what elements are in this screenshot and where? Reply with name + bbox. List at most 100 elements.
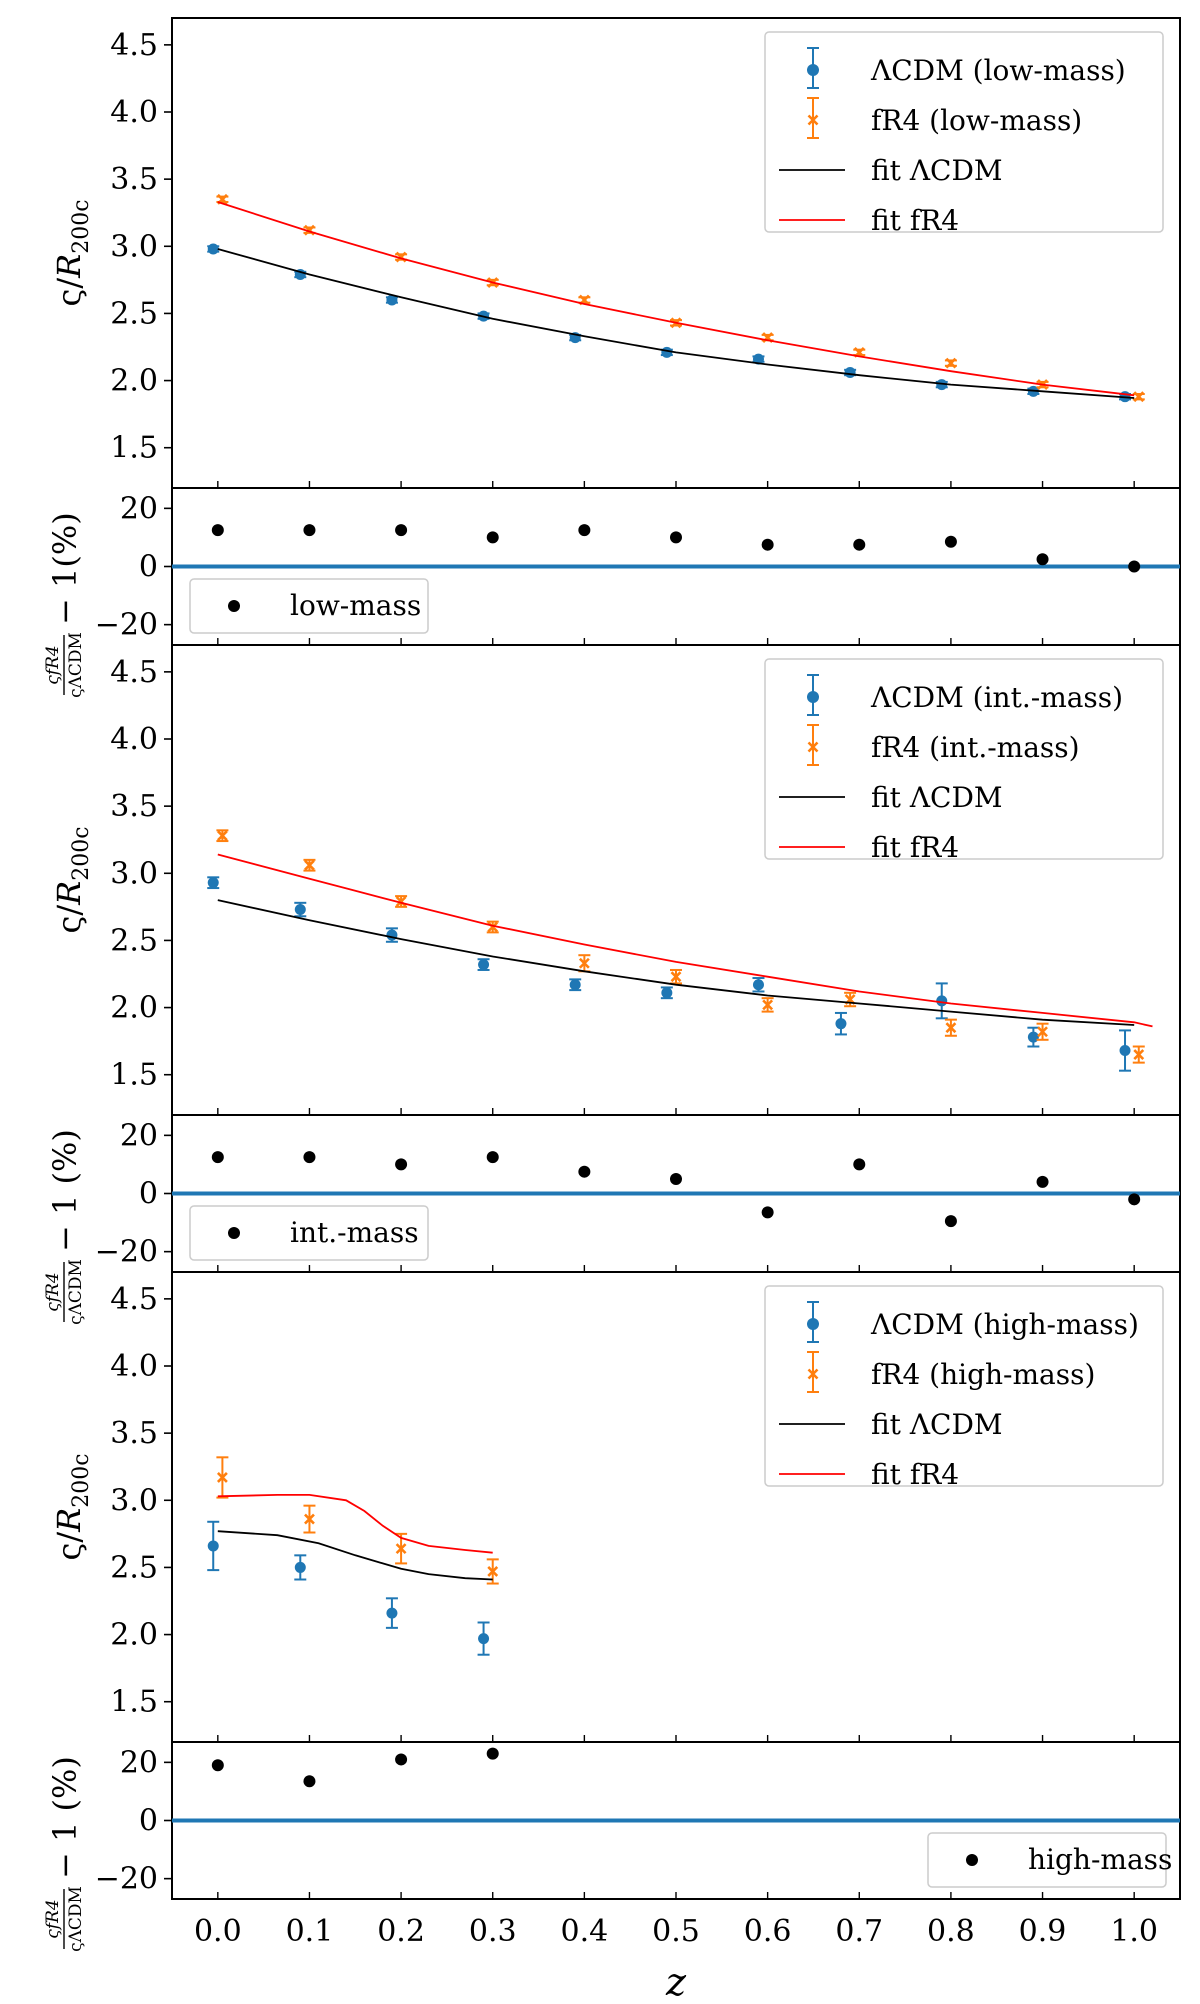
data-point bbox=[303, 1151, 316, 1164]
data-point bbox=[1133, 391, 1145, 403]
series-fit-cdm bbox=[217, 1530, 493, 1581]
legend-box bbox=[764, 31, 1164, 233]
y-tick-label: 0 bbox=[139, 550, 158, 585]
data-point bbox=[944, 1215, 957, 1228]
legend-box bbox=[189, 578, 429, 634]
data-point bbox=[844, 367, 856, 379]
y-axis-label: ς/R200c bbox=[50, 199, 94, 306]
legend-marker bbox=[966, 1854, 978, 1866]
y-tick-label: 3.5 bbox=[110, 789, 158, 824]
legend-label: fit ΛCDM bbox=[871, 1408, 1003, 1441]
data-point bbox=[752, 979, 764, 991]
data-point bbox=[294, 1561, 306, 1573]
fit-line bbox=[217, 201, 1135, 397]
x-tick-label: 0.2 bbox=[377, 1914, 425, 1949]
data-point bbox=[1037, 1026, 1048, 1038]
panel-main-int: 1.5 2.0 2.5 3.0 3.5 4.0 4.5 ΛCDM (int.-mass) fR4… bbox=[50, 644, 1181, 1116]
legend-marker bbox=[807, 691, 819, 703]
data-point bbox=[487, 1566, 499, 1577]
fit-line bbox=[217, 899, 1135, 1026]
series-fit-fr4 bbox=[217, 853, 1153, 1028]
data-point bbox=[486, 1151, 499, 1164]
data-point bbox=[304, 1513, 315, 1525]
x-tick-label: 0.3 bbox=[469, 1914, 517, 1949]
y-tick-label: −20 bbox=[95, 608, 158, 643]
x-tick-label: 0.5 bbox=[652, 1914, 700, 1949]
legend: int.-mass bbox=[189, 1205, 429, 1261]
legend-marker bbox=[228, 600, 240, 612]
legend-label: fit fR4 bbox=[871, 1458, 959, 1491]
data-point bbox=[395, 1158, 408, 1171]
legend-label: fit fR4 bbox=[871, 831, 959, 864]
y-tick-label: 4.5 bbox=[110, 1282, 158, 1317]
legend-label: low-mass bbox=[290, 589, 421, 622]
legend-marker bbox=[807, 114, 819, 126]
fit-line bbox=[217, 248, 1135, 399]
y-axis-label: ςfR4 ςΛCDM − 1 (%) bbox=[43, 1129, 86, 1325]
y-axis-label: ς/R200c bbox=[50, 826, 94, 933]
data-point bbox=[578, 524, 591, 537]
y-tick-label: 2.0 bbox=[110, 991, 158, 1026]
y-tick-label: 2.5 bbox=[110, 1550, 158, 1585]
legend: ΛCDM (high-mass) fR4 (high-mass) fit ΛCDM f… bbox=[764, 1285, 1164, 1491]
data-point bbox=[395, 896, 407, 907]
data-point bbox=[207, 877, 219, 889]
data-point bbox=[661, 987, 673, 999]
y-tick-label: 20 bbox=[120, 1745, 158, 1780]
x-tick-label: 0.6 bbox=[744, 1914, 792, 1949]
x-tick-label: 1.0 bbox=[1110, 1914, 1158, 1949]
y-tick-label: 4.5 bbox=[110, 655, 158, 690]
legend-marker bbox=[807, 741, 819, 753]
data-point bbox=[303, 524, 316, 537]
y-label-denominator: ςΛCDM bbox=[66, 1886, 86, 1952]
data-point bbox=[670, 531, 682, 544]
y-label-suffix: − 1(%) bbox=[46, 512, 84, 625]
data-point bbox=[945, 1022, 957, 1034]
data-point bbox=[835, 1018, 847, 1030]
y-tick-label: 1.5 bbox=[110, 431, 158, 466]
panel-main-low: 1.5 2.0 2.5 3.0 3.5 4.0 4.5 ΛCDM (low-mass) fR4 … bbox=[50, 17, 1181, 489]
series-int-mass bbox=[211, 1151, 1141, 1228]
legend-box bbox=[927, 1832, 1167, 1888]
fit-line bbox=[217, 853, 1153, 1028]
data-point bbox=[1119, 1045, 1131, 1057]
y-label-denominator: ςΛCDM bbox=[66, 632, 86, 698]
data-point bbox=[395, 1543, 407, 1555]
data-point bbox=[578, 957, 590, 969]
data-point bbox=[670, 971, 682, 983]
y-tick-label: 1.5 bbox=[110, 1685, 158, 1720]
data-point bbox=[303, 1775, 316, 1788]
legend-label: ΛCDM (low-mass) bbox=[870, 54, 1126, 87]
legend: high-mass bbox=[927, 1832, 1172, 1888]
y-tick-label: −20 bbox=[95, 1862, 158, 1897]
legend: low-mass bbox=[189, 578, 429, 634]
legend-label: fit fR4 bbox=[871, 204, 959, 237]
y-label-numerator: ςfR4 bbox=[43, 645, 63, 684]
y-tick-label: 3.0 bbox=[110, 1483, 158, 1518]
data-point bbox=[386, 294, 398, 306]
y-tick-label: 4.0 bbox=[110, 722, 158, 757]
y-tick-label: 0 bbox=[139, 1804, 158, 1839]
y-tick-label: 1.5 bbox=[110, 1058, 158, 1093]
legend-label: fR4 (int.-mass) bbox=[871, 731, 1080, 764]
legend-label: fit ΛCDM bbox=[871, 781, 1003, 814]
data-point bbox=[762, 999, 774, 1011]
legend-box bbox=[764, 658, 1164, 860]
data-point bbox=[1027, 1031, 1039, 1043]
data-point bbox=[207, 1540, 219, 1552]
legend-label: ΛCDM (int.-mass) bbox=[870, 681, 1123, 714]
series-fit-cdm bbox=[217, 248, 1135, 399]
data-point bbox=[486, 1747, 499, 1760]
legend-label: fR4 (low-mass) bbox=[871, 104, 1082, 137]
data-point bbox=[216, 830, 228, 842]
legend-marker bbox=[807, 1318, 819, 1330]
series--cdm-int-mass- bbox=[207, 876, 1132, 1072]
data-point bbox=[1128, 560, 1141, 573]
legend: ΛCDM (int.-mass) fR4 (int.-mass) fit ΛCDM f… bbox=[764, 658, 1164, 864]
x-tick-label: 0.7 bbox=[835, 1914, 883, 1949]
data-point bbox=[211, 524, 224, 537]
data-point bbox=[487, 921, 499, 933]
y-label-numerator: ςfR4 bbox=[43, 1899, 63, 1938]
